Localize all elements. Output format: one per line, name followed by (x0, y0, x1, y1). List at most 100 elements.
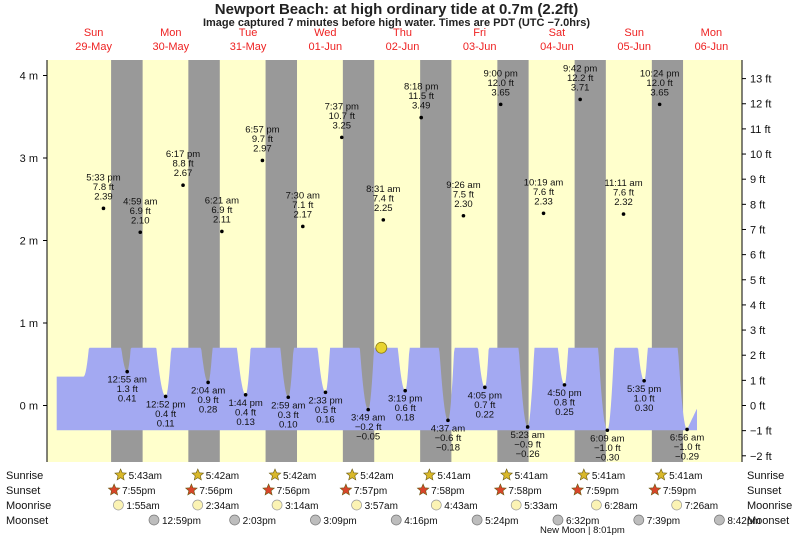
extreme-point (366, 407, 370, 412)
sunrise-time: 5:42am (206, 471, 239, 482)
extreme-m: 3.65 (491, 87, 510, 98)
extreme-point (461, 213, 466, 218)
moonrise-icon (430, 499, 442, 511)
extreme-ft: 9.7 ft (252, 134, 273, 145)
day-date: 31-May (230, 41, 267, 53)
row-label-left-sunrise: Sunrise (6, 470, 43, 482)
extreme-m: 2.10 (131, 215, 150, 226)
extreme-m: 0.18 (396, 413, 415, 424)
right-tick-label: −2 ft (750, 451, 772, 463)
day-date: 30-May (152, 41, 189, 53)
extreme-point (101, 206, 106, 211)
sunrise-icon (422, 468, 436, 481)
sunrise-time: 5:42am (283, 471, 316, 482)
day-name: Thu (393, 27, 412, 39)
chart-subtitle: Image captured 7 minutes before high wat… (202, 17, 591, 29)
extreme-m: 0.22 (476, 409, 495, 420)
row-label-left-moonrise: Moonrise (6, 500, 51, 512)
extreme-time: 10:24 pm (640, 68, 680, 79)
moonrise-time: 3:57am (365, 501, 398, 512)
extreme-ft: 7.6 ft (613, 188, 634, 199)
extreme-m: 2.25 (374, 203, 393, 214)
moonset-icon (552, 514, 564, 526)
extreme-ft: 0.4 ft (155, 409, 176, 420)
right-tick-label: 5 ft (750, 275, 765, 287)
row-label-right-moonrise: Moonrise (747, 500, 792, 512)
sunset-icon (339, 483, 353, 496)
extreme-time: 9:42 pm (563, 63, 597, 74)
moonrise-icon (671, 499, 683, 511)
day-name: Sat (549, 27, 566, 39)
chart-title: Newport Beach: at high ordinary tide at … (214, 1, 579, 18)
extreme-ft: 0.6 ft (395, 403, 416, 414)
extreme-time: 12:55 am (107, 375, 147, 386)
right-tick-label: 8 ft (750, 199, 765, 211)
extreme-ft: 0.3 ft (278, 410, 299, 421)
extreme-time: 11:11 am (604, 178, 642, 189)
sunrise-icon (345, 468, 359, 481)
extreme-m: −0.26 (516, 449, 540, 460)
right-tick-label: 4 ft (750, 300, 765, 312)
sunset-icon (107, 483, 121, 496)
extreme-point (206, 380, 210, 385)
sunrise-icon (577, 468, 591, 481)
sunset-time: 7:56pm (199, 486, 232, 497)
extreme-ft: 6.9 ft (130, 206, 151, 217)
extreme-ft: 0.8 ft (554, 397, 575, 408)
extreme-time: 8:18 pm (404, 82, 438, 93)
extreme-time: 5:35 pm (627, 384, 661, 395)
extreme-ft: 11.5 ft (408, 91, 434, 102)
extreme-time: 6:17 pm (166, 149, 200, 160)
extreme-point (403, 388, 407, 393)
extreme-point (419, 115, 424, 120)
day-date: 29-May (75, 41, 112, 53)
right-tick-label: 12 ft (750, 99, 771, 111)
extreme-ft: 8.8 ft (172, 159, 193, 170)
day-name: Mon (160, 27, 181, 39)
moonrise-icon (351, 499, 362, 511)
right-tick-label: 3 ft (750, 325, 765, 337)
day-date: 02-Jun (386, 41, 420, 53)
extreme-point (562, 383, 567, 387)
extreme-point (243, 392, 248, 397)
day-name: Tue (239, 27, 258, 39)
extreme-time: 5:33 pm (86, 172, 120, 183)
extreme-ft: 12.0 ft (646, 78, 673, 89)
sunrise-time: 5:43am (129, 471, 162, 482)
extreme-m: 2.17 (294, 209, 313, 220)
extreme-time: 1:44 pm (228, 398, 262, 409)
left-tick-label: 3 m (20, 153, 38, 165)
extreme-point (446, 418, 450, 423)
moonrise-icon (113, 499, 124, 511)
extreme-time: 5:23 am (510, 430, 544, 441)
extreme-point (300, 224, 305, 229)
extreme-ft: −1.0 ft (674, 442, 701, 453)
extreme-ft: 7.4 ft (373, 193, 394, 204)
extreme-ft: 1.3 ft (117, 384, 138, 395)
extreme-time: 4:59 am (123, 196, 157, 207)
extreme-time: 4:05 pm (468, 390, 502, 401)
moonrise-time: 5:33am (524, 501, 557, 512)
row-label-left-moonset: Moonset (6, 515, 48, 527)
sunrise-time: 5:41am (669, 471, 702, 482)
tide-curve (56, 347, 697, 431)
moonset-time: 6:32pm (566, 516, 599, 527)
extreme-time: 7:37 pm (325, 101, 359, 112)
extreme-ft: 6.9 ft (211, 205, 232, 216)
sunset-time: 7:57pm (354, 486, 387, 497)
extreme-ft: 7.6 ft (533, 187, 554, 198)
moonrise-icon (192, 499, 204, 511)
day-name: Sun (84, 27, 104, 39)
sunrise-time: 5:41am (592, 471, 625, 482)
extreme-point (286, 395, 291, 400)
extreme-point (657, 102, 662, 107)
extreme-ft: 12.0 ft (487, 78, 514, 89)
extreme-point (220, 229, 224, 234)
extreme-m: 0.11 (157, 418, 175, 429)
moonset-time: 7:39pm (647, 516, 680, 527)
extreme-time: 3:19 pm (388, 394, 422, 405)
extreme-ft: 0.9 ft (198, 395, 219, 406)
day-name: Fri (473, 27, 486, 39)
left-tick-label: 2 m (20, 236, 38, 248)
